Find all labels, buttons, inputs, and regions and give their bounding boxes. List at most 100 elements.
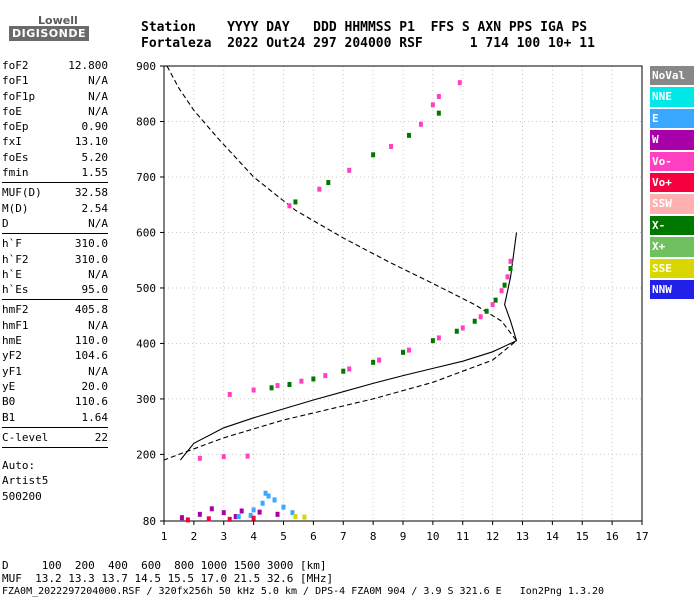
echo-point [436,335,441,341]
param-name: M(D) [2,201,29,215]
echo-point [472,318,477,324]
x-tick-label: 11 [456,530,469,543]
echo-point [326,180,331,186]
echo-point [389,143,394,149]
param-value: 5.20 [81,150,109,164]
legend-item: X- [650,215,694,238]
param-name: yF1 [2,364,22,378]
echo-point [377,357,382,363]
echo-point [269,385,274,391]
echo-point [401,349,405,355]
echo-point [406,347,411,353]
param-row: foF2 12.800 [2,58,108,73]
legend-item: E [650,108,694,131]
echo-point [287,203,292,209]
x-tick-label: 14 [546,530,560,543]
param-name: yE [2,379,16,393]
y-tick-label: 80 [143,515,156,528]
ionogram-chart: 1 2 3 4 5 6 7 8 9 10 11 12 13 14 15 16 17802003004005006… [136,60,649,543]
echo-point [347,366,352,372]
legend-item: NNE [650,87,694,109]
param-value: N/A [88,89,108,103]
param-value: 2.54 [81,201,109,215]
echo-point [493,297,498,303]
parameter-panel: foF2 12.800 foF1 N/A foF1p N/A foE N/A foEp 0.90 f… [2,58,108,504]
legend-item: Vo+ [650,172,694,195]
echo-point [293,514,298,520]
echo-point [502,282,507,288]
y-tick-label: 900 [136,60,156,73]
profile-dashed-line [163,65,518,461]
param-divider [2,182,108,184]
param-value: 110.0 [74,334,108,348]
echo-point [206,516,211,522]
param-value: N/A [88,267,108,281]
param-name: fmin [2,166,29,180]
x-tick-label: 15 [576,530,589,543]
echo-point [302,514,307,520]
echo-point [371,152,376,158]
echo-point [272,497,277,503]
param-name: h`F2 [2,252,29,266]
echo-point [239,508,244,514]
x-tick-label: 8 [370,530,377,543]
param-row: foE N/A [2,104,108,119]
x-tick-label: 6 [310,530,317,543]
echo-point [508,266,513,272]
param-value: 310.0 [74,252,108,266]
param-name: D [2,216,9,230]
param-row: C-level 22 [2,430,108,445]
echo-point [436,94,441,100]
param-name: MUF(D) [2,186,42,200]
echo-point [227,391,232,397]
echo-point [406,132,411,138]
autoscale-line: 500200 [2,489,42,503]
param-name: h`Es [2,283,29,297]
y-tick-label: 800 [136,115,156,128]
param-name: foE [2,104,22,118]
param-name: B1 [2,410,16,424]
echo-point [227,516,232,522]
logo-lowell: Lowell [38,14,78,27]
param-name: hmE [2,334,22,348]
echo-point [260,500,265,506]
echo-point [275,511,280,517]
echo-point [185,517,190,523]
echo-point [484,308,489,314]
param-row: MUF(D) 32.58 [2,185,108,200]
echo-point [505,274,510,280]
echo-point [266,493,271,499]
header-labels: Station YYYY DAY DDD HHMMSS P1 FFS S AXN… [141,20,588,35]
param-value: 310.0 [74,237,108,251]
param-name: hmF1 [2,318,29,332]
param-row: h`E N/A [2,267,108,282]
x-tick-label: 17 [635,530,648,543]
echo-point [251,515,256,521]
x-tick-label: 7 [340,530,347,543]
param-name: B0 [2,395,16,409]
legend-item: Vo- [650,151,694,173]
x-tick-label: 9 [400,530,407,543]
param-name: yF2 [2,349,22,363]
param-row: yF2 104.6 [2,348,108,363]
x-tick-label: 13 [516,530,529,543]
param-row: fxI 13.10 [2,134,108,149]
echo-point [245,453,250,459]
echo-point [197,511,202,517]
param-divider [2,426,108,428]
legend: NoVal NNE E W Vo- Vo+ SSW X- X+ SSE NNW [650,66,694,302]
echo-point [457,80,462,86]
echo-point [460,325,465,331]
param-row: hmF1 N/A [2,318,108,333]
echo-point [299,378,304,384]
param-value: 20.0 [81,379,109,393]
x-tick-label: 2 [191,530,198,543]
param-value: N/A [88,216,108,230]
autoscale-line: Artist5 [2,474,49,488]
param-row: yF1 N/A [2,364,108,379]
y-tick-label: 200 [136,448,156,461]
param-row: foF1p N/A [2,89,108,104]
echo-point [508,258,513,264]
echo-point [311,376,316,382]
y-tick-label: 500 [136,282,156,295]
